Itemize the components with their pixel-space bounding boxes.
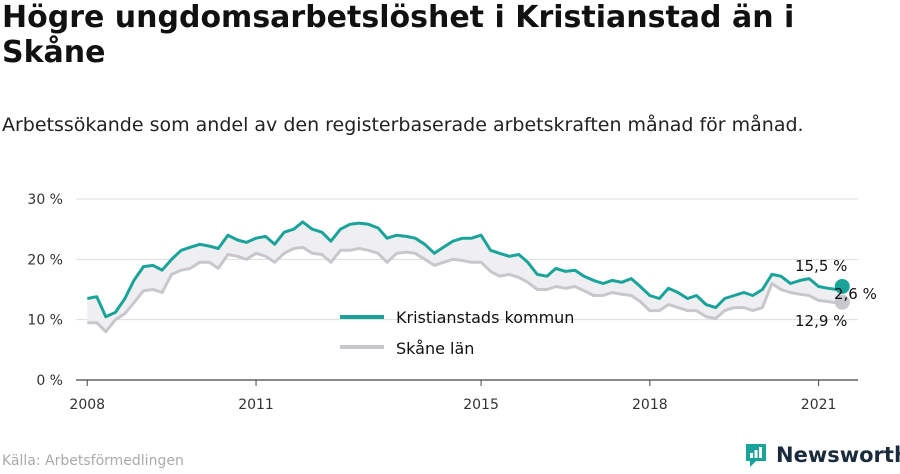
brand-name: Newsworthy [776,443,900,467]
y-tick-label: 10 % [27,313,63,329]
series-line-skane [87,245,843,334]
y-axis-ticks: 0 % 10 % 20 % 30 % [27,192,63,389]
legend-label-kristianstad: Kristianstads kommun [396,308,574,327]
endpoint-kristianstad [834,278,850,294]
chart-title: Högre ungdomsarbetslöshet i Kristianstad… [2,0,795,70]
series-endpoints [834,278,850,310]
annotation-kristianstad-last: 15,5 % [795,257,847,275]
y-tick-label: 0 % [36,373,63,389]
series-lines [87,220,843,334]
x-tick-label: 2008 [69,397,105,413]
x-tick-label: 2015 [463,397,499,413]
brand-logo[interactable]: Newsworthy [744,441,900,469]
x-tick-label: 2018 [632,397,668,413]
annotation-difference: 2,6 % [834,285,877,303]
chart-subtitle: Arbetssökande som andel av den registerb… [2,114,804,136]
y-tick-label: 30 % [27,192,63,208]
series-line-kristianstad [87,220,843,319]
annotation-skane-last: 12,9 % [795,312,847,330]
x-axis-ticks: 2008 2011 2015 2018 2021 [69,380,836,413]
legend: Kristianstads kommun Skåne län [340,308,574,358]
difference-area [87,221,843,332]
line-chart: 0 % 10 % 20 % 30 % 2008 2011 2015 2018 2021 Kri… [27,192,877,413]
source-note: Källa: Arbetsförmedlingen [2,453,184,469]
x-tick-label: 2021 [801,397,837,413]
legend-label-skane: Skåne län [396,339,474,358]
annotations: 15,5 % 2,6 % 12,9 % [795,257,877,330]
y-tick-label: 20 % [27,252,63,268]
newsworthy-logo-icon [746,444,766,467]
endpoint-skane [834,294,850,310]
x-tick-label: 2011 [238,397,274,413]
